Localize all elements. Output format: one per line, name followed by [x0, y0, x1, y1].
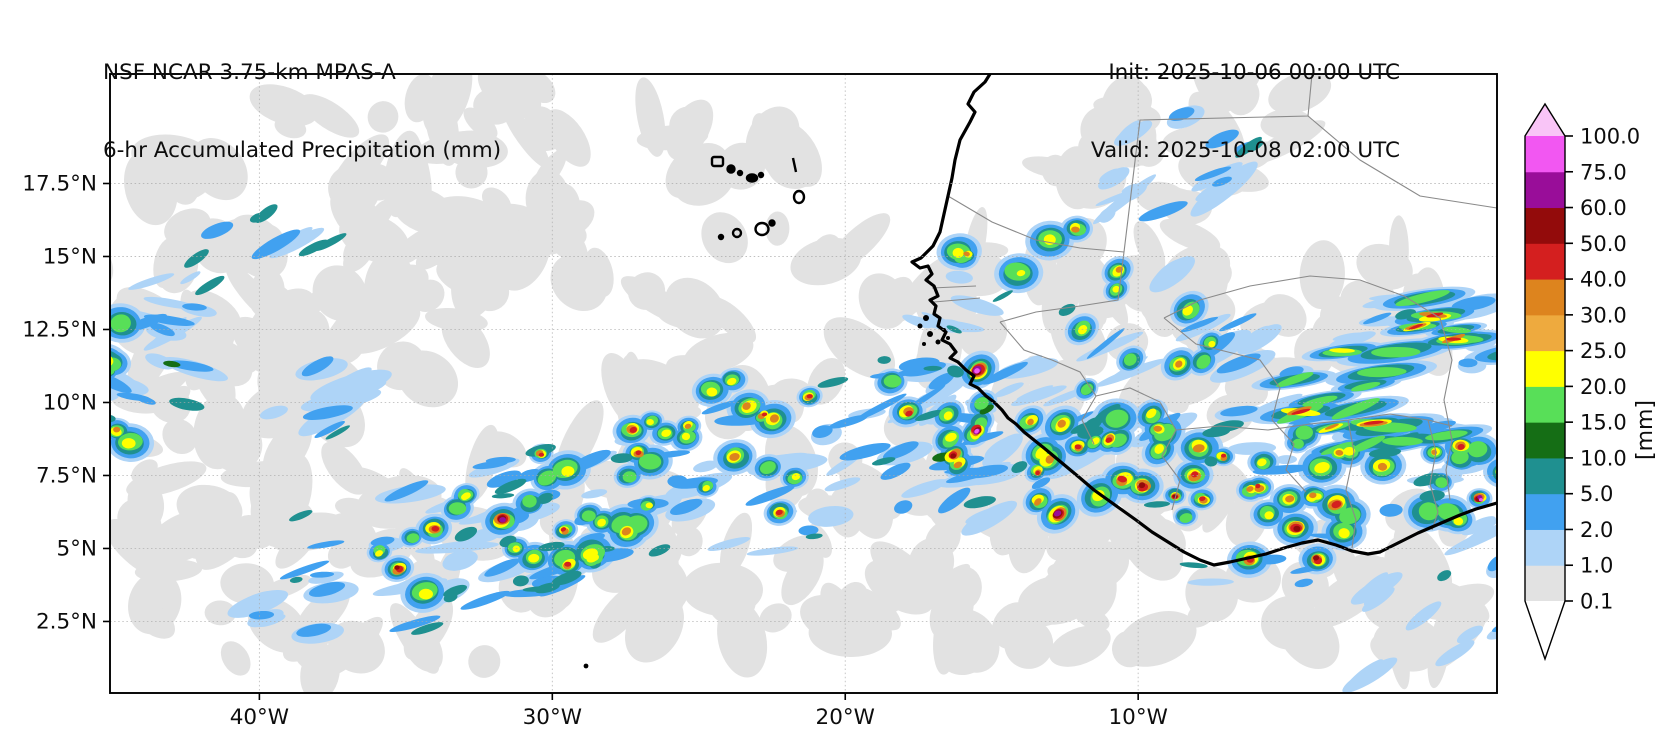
- colorbar-segment: [1525, 457, 1565, 495]
- x-tick-label: 10°W: [1108, 705, 1167, 730]
- y-tick-label: 12.5°N: [22, 317, 97, 342]
- valid-time-text: Valid: 2025-10-08 02:00 UTC: [1090, 138, 1400, 163]
- colorbar-tick-label: 0.1: [1580, 590, 1613, 614]
- run-info-block: Init: 2025-10-06 00:00 UTC Valid: 2025-1…: [1091, 8, 1400, 216]
- y-tick-label: 10°N: [43, 390, 97, 415]
- coastline: [583, 74, 1497, 669]
- colorbar-segment: [1525, 314, 1565, 352]
- colorbar-segment: [1525, 136, 1565, 173]
- colorbar-tick-label: 100.0: [1580, 125, 1640, 149]
- islet-dot: [583, 663, 589, 669]
- colorbar-tick-label: 15.0: [1580, 411, 1627, 435]
- colorbar-tick-label: 2.0: [1580, 518, 1613, 542]
- colorbar-segment: [1525, 243, 1565, 280]
- colorbar-tick-label: 10.0: [1580, 446, 1627, 470]
- colorbar-segment: [1525, 386, 1565, 423]
- plot-frame: [109, 73, 1498, 694]
- colorbar-tick-label: 30.0: [1580, 303, 1627, 327]
- y-tick-label: 2.5°N: [36, 609, 97, 634]
- colorbar-tick-label: 1.0: [1580, 554, 1613, 578]
- y-tick-label: 17.5°N: [22, 171, 97, 196]
- colorbar-segment: [1525, 565, 1565, 602]
- colorbar-tick-label: 60.0: [1580, 196, 1627, 220]
- gridlines: [110, 74, 1497, 693]
- colorbar-segment: [1525, 529, 1565, 566]
- axis-ticks-labels: 40°W 30°W 20°W 10°W 17.5°N 15°N 12.5°N 10°N 7.5°…: [22, 171, 1168, 730]
- colorbar-tick-label: 50.0: [1580, 232, 1627, 256]
- colorbar-over-arrow: [1525, 104, 1565, 136]
- init-time-text: Init: 2025-10-06 00:00 UTC: [1108, 60, 1400, 85]
- colorbar: 0.1 1.0 2.0 5.0 10.0 15.0 20.0 25.0 30.0 40.0 50.0…: [1524, 102, 1658, 662]
- precip-field: [110, 74, 1497, 693]
- colorbar-under-arrow: [1525, 601, 1565, 659]
- y-tick-label: 7.5°N: [36, 463, 97, 488]
- colorbar-segment: [1525, 422, 1565, 459]
- colorbar-tick-label: 5.0: [1580, 482, 1613, 506]
- title-block: NSF NCAR 3.75-km MPAS-A 6-hr Accumulated…: [103, 8, 501, 216]
- colorbar-tick-label: 75.0: [1580, 160, 1627, 184]
- x-tick-label: 20°W: [816, 705, 875, 730]
- colorbar-segment: [1525, 171, 1565, 209]
- y-tick-label: 15°N: [43, 244, 97, 269]
- country-borders: [931, 74, 1497, 549]
- colorbar-segment: [1525, 493, 1565, 530]
- cape-verde-islands: [710, 155, 806, 241]
- x-tick-label: 40°W: [230, 705, 289, 730]
- colorbar-tick-label: 40.0: [1580, 268, 1627, 292]
- colorbar-segment: [1525, 279, 1565, 316]
- title-line-2: 6-hr Accumulated Precipitation (mm): [103, 138, 502, 163]
- colorbar-segment: [1525, 350, 1565, 387]
- y-tick-label: 5°N: [56, 536, 97, 561]
- x-tick-label: 30°W: [523, 705, 582, 730]
- colorbar-units-label: [mm]: [1633, 400, 1658, 460]
- colorbar-segment: [1525, 207, 1565, 244]
- colorbar-tick-label: 25.0: [1580, 339, 1627, 363]
- colorbar-tick-label: 20.0: [1580, 375, 1627, 399]
- title-line-1: NSF NCAR 3.75-km MPAS-A: [103, 60, 396, 85]
